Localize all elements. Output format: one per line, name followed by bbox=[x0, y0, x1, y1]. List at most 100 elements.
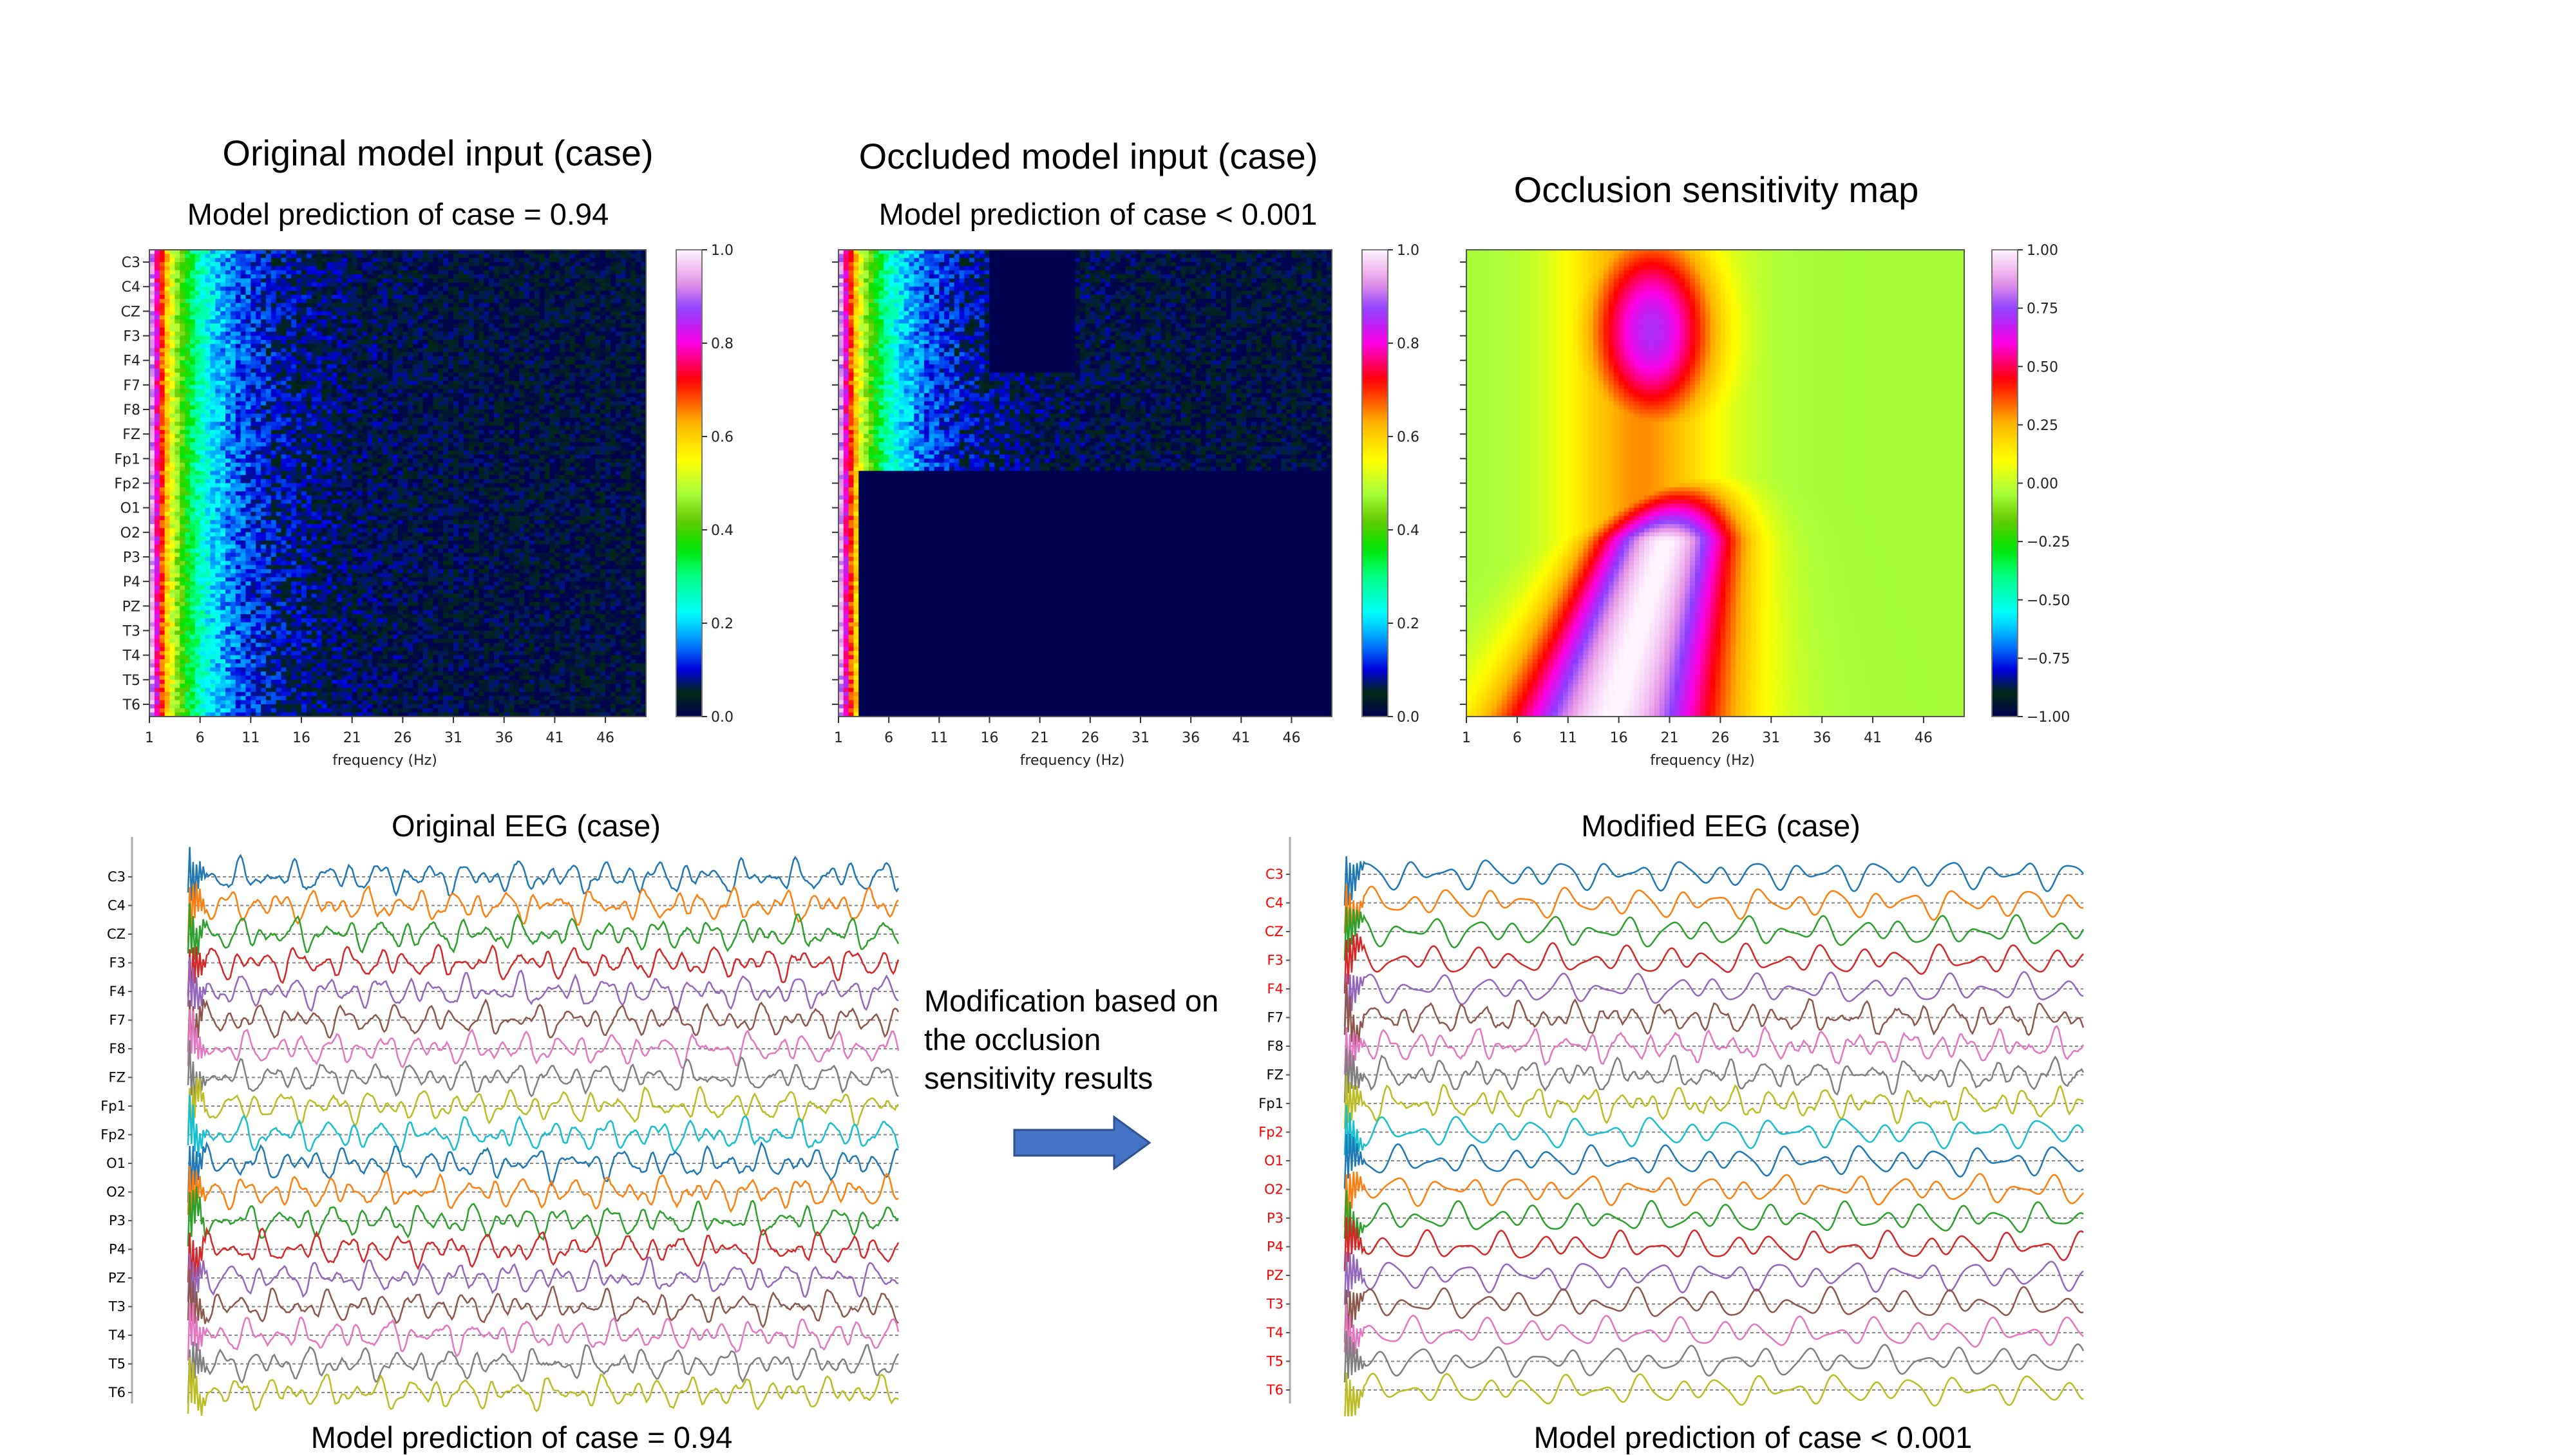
heatmap-cell bbox=[600, 380, 606, 386]
heatmap-cell bbox=[367, 450, 373, 455]
heatmap-cell bbox=[448, 311, 454, 316]
heatmap-cell bbox=[251, 290, 257, 296]
heatmap-cell bbox=[367, 344, 373, 349]
heatmap-cell bbox=[519, 434, 525, 439]
heatmap-cell bbox=[316, 307, 323, 312]
heatmap-cell bbox=[473, 389, 480, 394]
heatmap-cell bbox=[256, 344, 261, 349]
heatmap-cell bbox=[615, 270, 621, 275]
heatmap-cell bbox=[200, 315, 206, 320]
heatmap-cell bbox=[433, 380, 439, 386]
heatmap-cell bbox=[580, 307, 586, 312]
heatmap-cell bbox=[149, 303, 155, 308]
heatmap-cell bbox=[402, 426, 409, 431]
heatmap-cell bbox=[544, 344, 551, 349]
heatmap-cell bbox=[189, 274, 196, 279]
heatmap-cell bbox=[210, 278, 216, 283]
heatmap-cell bbox=[468, 417, 475, 422]
heatmap-cell bbox=[574, 393, 581, 398]
heatmap-cell bbox=[220, 389, 226, 394]
heatmap-cell bbox=[438, 409, 444, 415]
heatmap-cell bbox=[316, 426, 323, 431]
heatmap-cell bbox=[372, 286, 378, 292]
heatmap-cell bbox=[625, 442, 632, 447]
heatmap-cell bbox=[402, 307, 409, 312]
heatmap-cell bbox=[235, 266, 242, 271]
heatmap-cell bbox=[316, 356, 323, 361]
heatmap-cell bbox=[180, 278, 185, 283]
heatmap-cell bbox=[175, 319, 181, 324]
heatmap-cell bbox=[539, 405, 545, 410]
heatmap-cell bbox=[180, 327, 185, 332]
heatmap-cell bbox=[443, 422, 449, 427]
heatmap-cell bbox=[625, 384, 632, 390]
heatmap-cell bbox=[610, 266, 616, 271]
heatmap-cell bbox=[149, 315, 155, 320]
heatmap-cell bbox=[636, 372, 641, 377]
heatmap-cell bbox=[585, 299, 591, 304]
heatmap-cell bbox=[346, 323, 353, 328]
heatmap-cell bbox=[346, 270, 353, 275]
heatmap-cell bbox=[519, 384, 525, 390]
heatmap-cell bbox=[636, 364, 641, 370]
heatmap-cell bbox=[291, 413, 297, 418]
heatmap-cell bbox=[286, 254, 292, 259]
heatmap-cell bbox=[235, 286, 242, 292]
heatmap-cell bbox=[473, 319, 480, 324]
heatmap-cell bbox=[438, 417, 444, 422]
heatmap-cell bbox=[498, 250, 505, 255]
heatmap-cell bbox=[194, 274, 201, 279]
heatmap-cell bbox=[175, 254, 181, 259]
heatmap-cell bbox=[417, 311, 424, 316]
heatmap-cell bbox=[413, 335, 419, 341]
heatmap-cell bbox=[327, 319, 333, 324]
heatmap-cell bbox=[574, 434, 581, 439]
heatmap-cell bbox=[560, 319, 565, 324]
heatmap-cell bbox=[215, 454, 221, 460]
heatmap-cell bbox=[443, 356, 449, 361]
heatmap-cell bbox=[585, 454, 591, 460]
heatmap-cell bbox=[382, 311, 388, 316]
heatmap-cell bbox=[210, 401, 216, 406]
heatmap-cell bbox=[185, 405, 191, 410]
heatmap-cell bbox=[245, 250, 252, 255]
heatmap-cell bbox=[413, 372, 419, 377]
heatmap-cell bbox=[605, 389, 611, 394]
heatmap-cell bbox=[392, 270, 399, 275]
heatmap-cell bbox=[504, 417, 510, 422]
heatmap-cell bbox=[565, 307, 571, 312]
heatmap-cell bbox=[529, 389, 535, 394]
heatmap-cell bbox=[413, 393, 419, 398]
heatmap-cell bbox=[473, 290, 480, 296]
heatmap-cell bbox=[210, 405, 216, 410]
heatmap-cell bbox=[337, 434, 343, 439]
heatmap-cell bbox=[276, 372, 282, 377]
heatmap-cell bbox=[149, 450, 155, 455]
heatmap-cell bbox=[519, 286, 525, 292]
heatmap-cell bbox=[493, 274, 500, 279]
heatmap-cell bbox=[498, 286, 505, 292]
heatmap-cell bbox=[630, 446, 637, 451]
heatmap-cell bbox=[392, 307, 399, 312]
heatmap-cell bbox=[296, 384, 302, 390]
heatmap-cell bbox=[276, 348, 282, 353]
heatmap-cell bbox=[433, 262, 439, 267]
heatmap-cell bbox=[478, 278, 485, 283]
heatmap-cell bbox=[200, 254, 206, 259]
heatmap-cell bbox=[610, 413, 616, 418]
heatmap-cell bbox=[392, 401, 399, 406]
heatmap-cell bbox=[443, 405, 449, 410]
heatmap-cell bbox=[448, 393, 454, 398]
heatmap-cell bbox=[408, 319, 413, 324]
heatmap-cell bbox=[514, 299, 520, 304]
heatmap-cell bbox=[422, 262, 429, 267]
heatmap-cell bbox=[327, 250, 333, 255]
heatmap-cell bbox=[408, 397, 413, 402]
heatmap-cell bbox=[590, 274, 596, 279]
heatmap-cell bbox=[367, 299, 373, 304]
heatmap-cell bbox=[478, 401, 485, 406]
heatmap-cell bbox=[448, 286, 454, 292]
heatmap-cell bbox=[417, 384, 424, 390]
heatmap-cell bbox=[205, 250, 211, 255]
heatmap-cell bbox=[180, 409, 185, 415]
